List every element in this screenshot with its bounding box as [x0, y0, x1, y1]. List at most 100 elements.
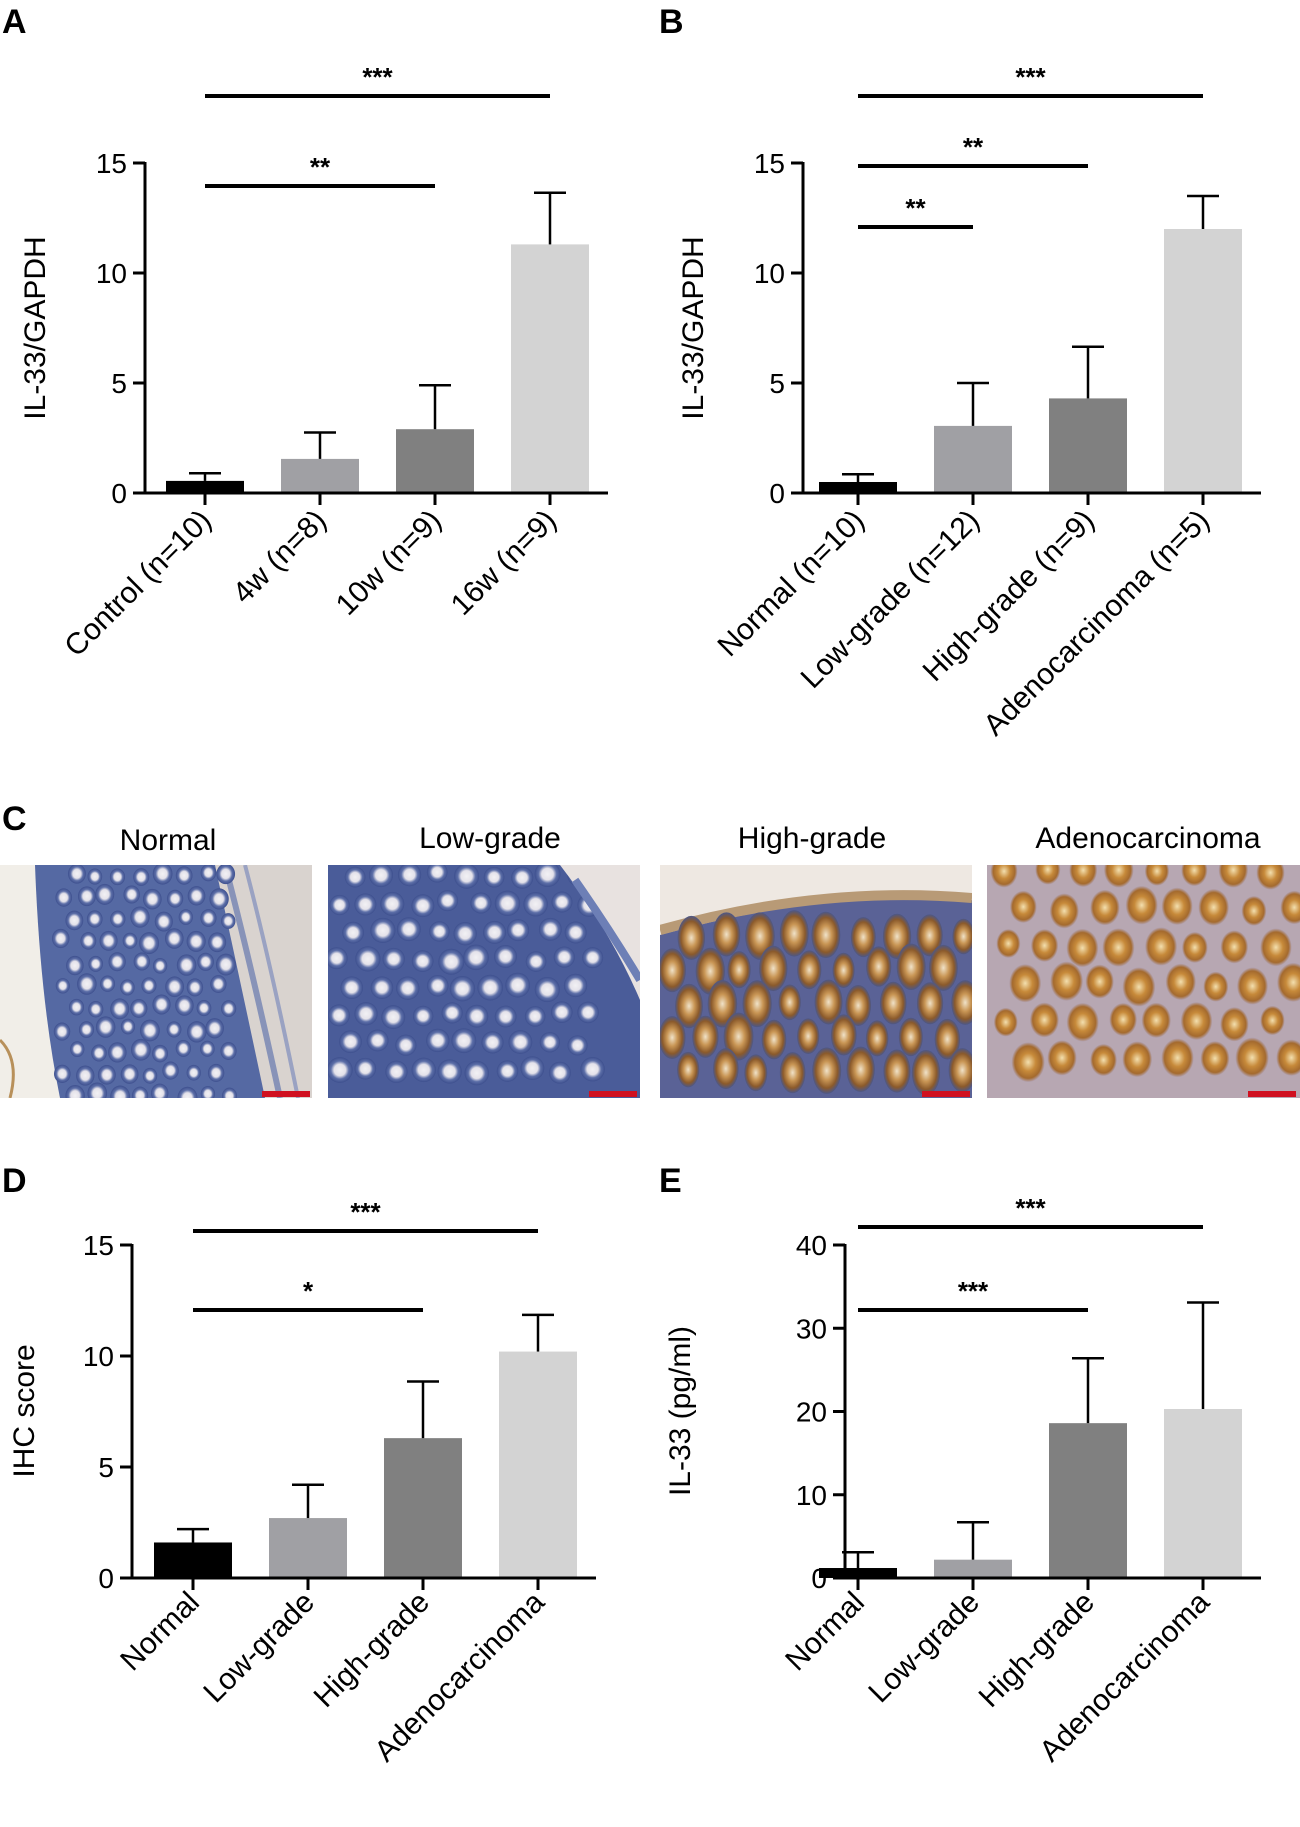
tissue-gland: [761, 1019, 787, 1060]
y-tick-label: 10: [83, 1341, 114, 1372]
tissue-gland: [779, 1052, 806, 1094]
tissue-gland: [221, 1087, 237, 1098]
tissue-gland: [551, 891, 573, 913]
error-bar: [842, 1550, 874, 1569]
error-bar: [304, 431, 336, 459]
tissue-gland: [108, 952, 126, 972]
tissue-gland: [426, 1028, 450, 1053]
tissue-gland: [108, 1042, 127, 1063]
error-bar: [1187, 1301, 1219, 1410]
tissue-gland: [1203, 971, 1229, 1002]
tissue-gland: [77, 886, 96, 907]
y-tick-label: 30: [796, 1313, 827, 1344]
tissue-gland: [80, 932, 97, 950]
tissue-gland: [426, 865, 448, 883]
significance-label: **: [310, 152, 331, 182]
y-axis-title: IL-33 (pg/ml): [664, 1326, 697, 1496]
bar: [934, 1559, 1012, 1578]
significance-bracket: ***: [205, 62, 550, 98]
tissue-gland: [778, 984, 801, 1021]
tissue-gland: [88, 1000, 104, 1018]
tissue-gland: [1085, 964, 1114, 999]
tissue-gland: [65, 910, 84, 931]
tissue-gland: [53, 1064, 71, 1083]
tissue-gland: [133, 868, 150, 886]
tissue-gland: [187, 1021, 207, 1043]
y-tick-label: 0: [98, 1563, 114, 1594]
significance-bracket: **: [858, 193, 973, 229]
tissue-gland: [1181, 865, 1208, 887]
tissue-gland: [553, 946, 575, 968]
tissue-gland: [896, 943, 926, 991]
tissue-gland: [131, 1086, 149, 1098]
tissue-gland: [152, 1044, 169, 1063]
category-label: Control (n=10): [58, 504, 218, 664]
tissue-gland: [328, 1004, 350, 1027]
significance-bracket: ***: [858, 1276, 1088, 1312]
tissue-gland: [564, 921, 587, 944]
tissue-gland: [948, 1048, 972, 1093]
panel-letter-d: D: [2, 1162, 27, 1200]
tissue-gland: [76, 1065, 95, 1086]
tissue-gland: [814, 979, 843, 1025]
tissue-gland: [567, 1035, 588, 1056]
tissue-gland: [1125, 885, 1158, 925]
tissue-gland: [470, 892, 492, 914]
panel-letter-a: A: [2, 3, 27, 41]
y-tick-label: 10: [796, 1480, 827, 1511]
tissue-gland: [916, 982, 944, 1025]
tissue-gland: [524, 1006, 546, 1027]
tissue-gland: [329, 894, 350, 916]
bar: [166, 480, 244, 493]
tissue-gland: [216, 865, 236, 885]
tissue-gland: [120, 1018, 136, 1035]
tissue-gland: [538, 917, 562, 941]
tissue-gland: [328, 1057, 353, 1083]
scale-bar: [262, 1091, 310, 1097]
tissue-gland: [520, 1056, 545, 1081]
category-label: Normal: [114, 1586, 206, 1678]
tissue-gland: [1165, 963, 1197, 1001]
category-label: Adenocarcinoma (n=5): [977, 504, 1216, 743]
tissue-gland: [812, 1047, 842, 1094]
significance-label: **: [905, 193, 926, 223]
tissue-gland: [328, 947, 348, 970]
tissue-gland: [55, 978, 70, 994]
tissue-gland: [395, 1034, 417, 1056]
bar: [396, 429, 474, 493]
tissue-gland: [412, 1005, 434, 1027]
tissue-gland: [67, 865, 86, 884]
category-label: Low-grade: [197, 1586, 321, 1710]
tissue-gland: [951, 980, 972, 1025]
chart-e-il33-pgml: 010203040NormalLow-gradeHigh-gradeAdenoc…: [664, 1193, 1261, 1768]
tissue-gland: [355, 946, 381, 972]
tissue-gland: [200, 865, 217, 882]
tissue-gland: [1235, 1037, 1269, 1078]
tissue-gland: [1066, 928, 1099, 968]
tissue-gland: [200, 909, 217, 927]
tissue-gland: [197, 952, 214, 971]
tissue-gland: [178, 909, 193, 925]
tissue-gland: [1141, 1002, 1172, 1038]
tissue-gland: [1236, 967, 1269, 1005]
tissue-gland: [465, 1004, 489, 1028]
tissue-gland: [494, 890, 521, 917]
tissue-gland: [151, 1083, 169, 1098]
tissue-gland: [177, 1086, 198, 1098]
tissue-gland: [830, 1014, 857, 1056]
tissue-gland: [175, 866, 193, 885]
tissue-gland: [88, 955, 103, 972]
y-tick-label: 40: [796, 1230, 827, 1261]
tissue-gland: [451, 1028, 477, 1054]
tissue-gland: [200, 1085, 216, 1098]
error-bar: [1072, 345, 1104, 399]
tissue-gland: [196, 999, 212, 1017]
y-tick-label: 15: [96, 148, 127, 179]
category-label: 4w (n=8): [226, 504, 332, 610]
tissue-gland: [1122, 1041, 1153, 1078]
tissue-gland: [205, 1018, 224, 1039]
tissue-gland: [162, 1061, 179, 1080]
tissue-gland: [380, 891, 405, 916]
tissue-gland: [109, 868, 126, 886]
significance-label: **: [963, 132, 984, 162]
